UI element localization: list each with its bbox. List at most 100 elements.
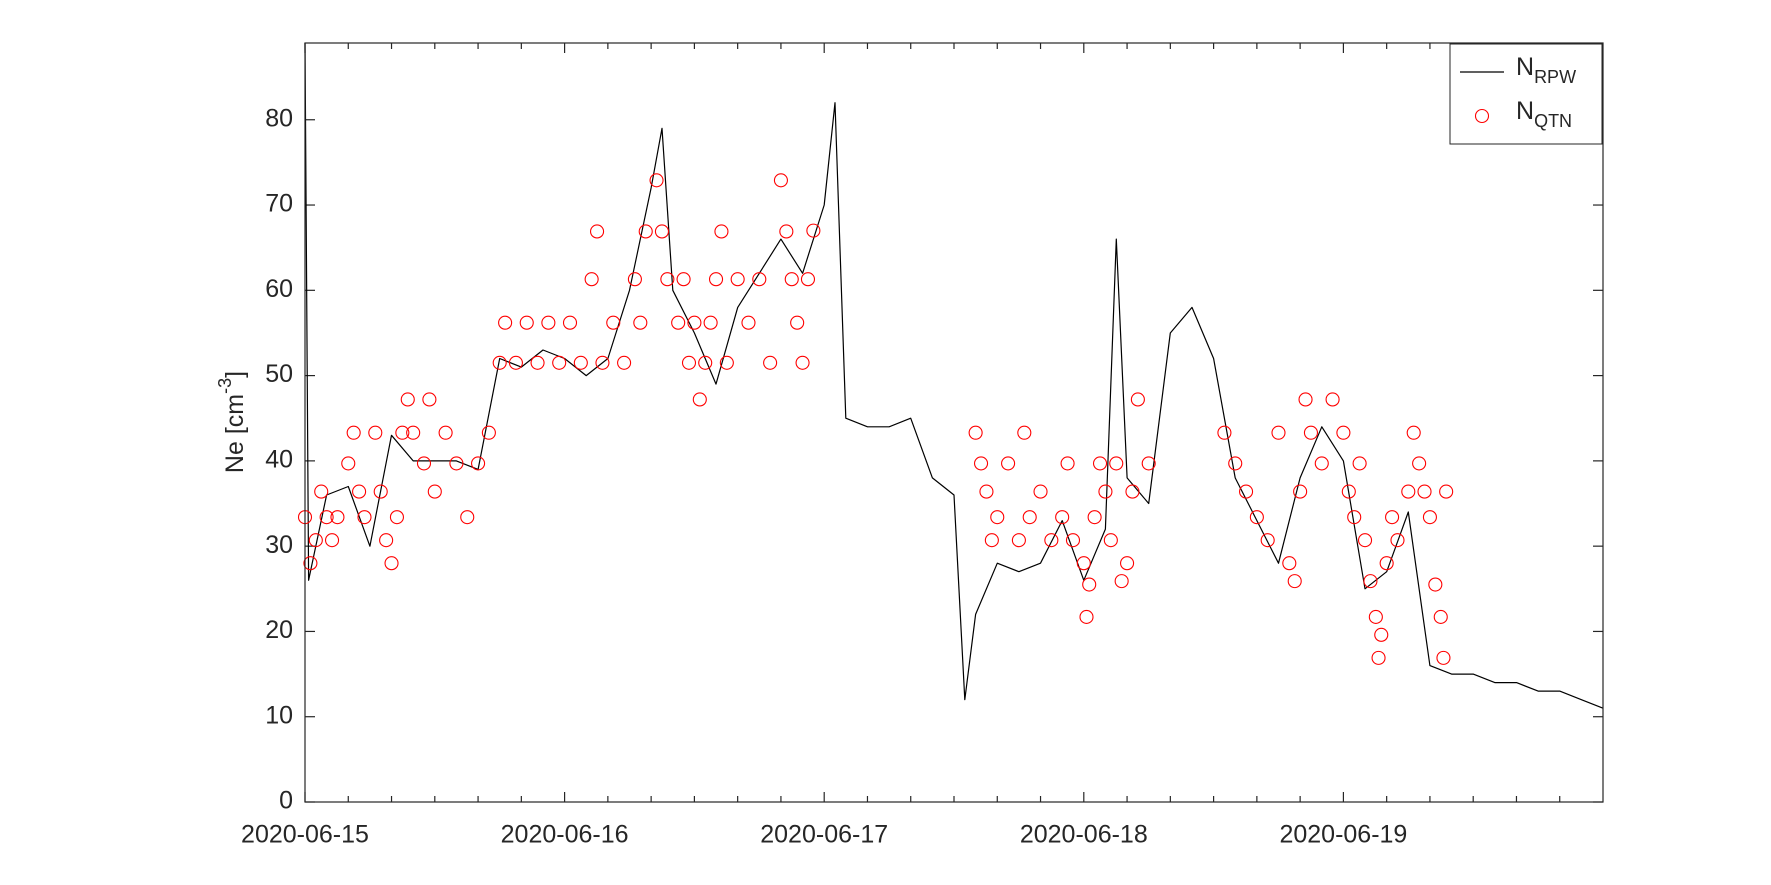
qtn-point xyxy=(498,315,513,330)
qtn-point xyxy=(1022,510,1037,525)
plot-area xyxy=(305,43,1603,802)
qtn-point xyxy=(714,224,729,239)
qtn-point xyxy=(1287,574,1302,589)
qtn-point xyxy=(1336,425,1351,440)
qtn-point xyxy=(406,425,421,440)
y-tick-label: 20 xyxy=(265,616,293,644)
qtn-point xyxy=(1436,650,1451,665)
qtn-point xyxy=(1141,456,1156,471)
qtn-point xyxy=(1422,510,1437,525)
y-axis-label: Ne [cm-3] xyxy=(215,371,249,473)
qtn-point xyxy=(806,223,821,238)
qtn-point xyxy=(541,315,556,330)
y-tick-label: 10 xyxy=(265,701,293,729)
qtn-point xyxy=(1087,510,1102,525)
qtn-point xyxy=(1368,609,1383,624)
qtn-point xyxy=(1412,456,1427,471)
legend-subscript: QTN xyxy=(1534,111,1572,131)
qtn-point xyxy=(314,484,329,499)
legend-marker xyxy=(1474,108,1490,124)
qtn-point xyxy=(1401,484,1416,499)
qtn-point xyxy=(990,510,1005,525)
qtn-point xyxy=(1357,533,1373,548)
qtn-point xyxy=(368,425,383,440)
qtn-point xyxy=(1103,533,1118,548)
qtn-point xyxy=(595,355,610,370)
qtn-point xyxy=(1033,484,1048,499)
qtn-point xyxy=(984,533,999,548)
qtn-point xyxy=(481,425,496,440)
qtn-point xyxy=(1239,484,1254,499)
qtn-point xyxy=(1417,484,1432,499)
qtn-point xyxy=(676,272,691,287)
qtn-point xyxy=(606,315,621,330)
qtn-point xyxy=(692,392,707,407)
qtn-point xyxy=(1260,533,1275,548)
y-label-exponent: -3 xyxy=(215,378,235,394)
qtn-point xyxy=(330,510,345,525)
qtn-point xyxy=(1065,533,1081,548)
qtn-point xyxy=(384,556,399,571)
y-label-end: ] xyxy=(221,371,249,378)
qtn-point xyxy=(800,272,816,287)
qtn-point xyxy=(660,272,675,287)
qtn-point xyxy=(1011,533,1026,548)
y-tick-label: 80 xyxy=(265,104,293,132)
qtn-point xyxy=(1114,574,1129,589)
qtn-point xyxy=(1325,392,1340,407)
qtn-point xyxy=(1341,484,1356,499)
legend-label: NQTN xyxy=(1516,97,1572,131)
qtn-point xyxy=(1390,533,1405,548)
qtn-point xyxy=(589,224,605,239)
qtn-point xyxy=(427,484,442,499)
qtn-point xyxy=(1379,556,1394,571)
qtn-point xyxy=(752,272,767,287)
qtn-point xyxy=(373,484,388,499)
qtn-point xyxy=(1303,425,1318,440)
qtn-point xyxy=(1109,456,1124,471)
qtn-point xyxy=(1363,574,1378,589)
qtn-point xyxy=(649,173,664,188)
qtn-point xyxy=(687,315,702,330)
qtn-point xyxy=(1433,609,1448,624)
qtn-point xyxy=(471,456,486,471)
qtn-point xyxy=(562,315,578,330)
y-tick-label: 50 xyxy=(265,360,293,388)
qtn-point xyxy=(703,315,718,330)
qtn-point xyxy=(584,272,599,287)
qtn-point xyxy=(1125,484,1140,499)
qtn-point xyxy=(1352,456,1367,471)
qtn-point xyxy=(638,224,653,239)
axes-box xyxy=(304,42,1604,803)
qtn-point xyxy=(1385,510,1400,525)
qtn-point xyxy=(790,315,805,330)
qtn-point xyxy=(1076,556,1091,571)
qtn-point xyxy=(698,355,713,370)
qtn-point xyxy=(1120,556,1135,571)
qtn-point xyxy=(319,510,334,525)
qtn-point xyxy=(1428,577,1443,592)
qtn-point xyxy=(1282,556,1297,571)
qtn-point xyxy=(973,456,989,471)
qtn-point xyxy=(1092,456,1108,471)
qtn-point xyxy=(779,224,794,239)
qtn-point xyxy=(968,425,983,440)
qtn-point xyxy=(438,425,453,440)
qtn-point xyxy=(303,556,318,571)
qtn-point xyxy=(1130,392,1145,407)
legend-name: N xyxy=(1516,97,1534,125)
x-tick-label: 2020-06-16 xyxy=(501,821,629,849)
qtn-point xyxy=(979,484,994,499)
qtn-point xyxy=(324,533,340,548)
qtn-point xyxy=(1098,484,1113,499)
qtn-point xyxy=(773,173,788,188)
qtn-point xyxy=(617,355,632,370)
qtn-point xyxy=(671,315,686,330)
qtn-point xyxy=(633,315,648,330)
qtn-point xyxy=(308,533,323,548)
qtn-point xyxy=(389,510,404,525)
qtn-point xyxy=(708,272,724,287)
qtn-point xyxy=(460,510,475,525)
qtn-point xyxy=(379,533,394,548)
